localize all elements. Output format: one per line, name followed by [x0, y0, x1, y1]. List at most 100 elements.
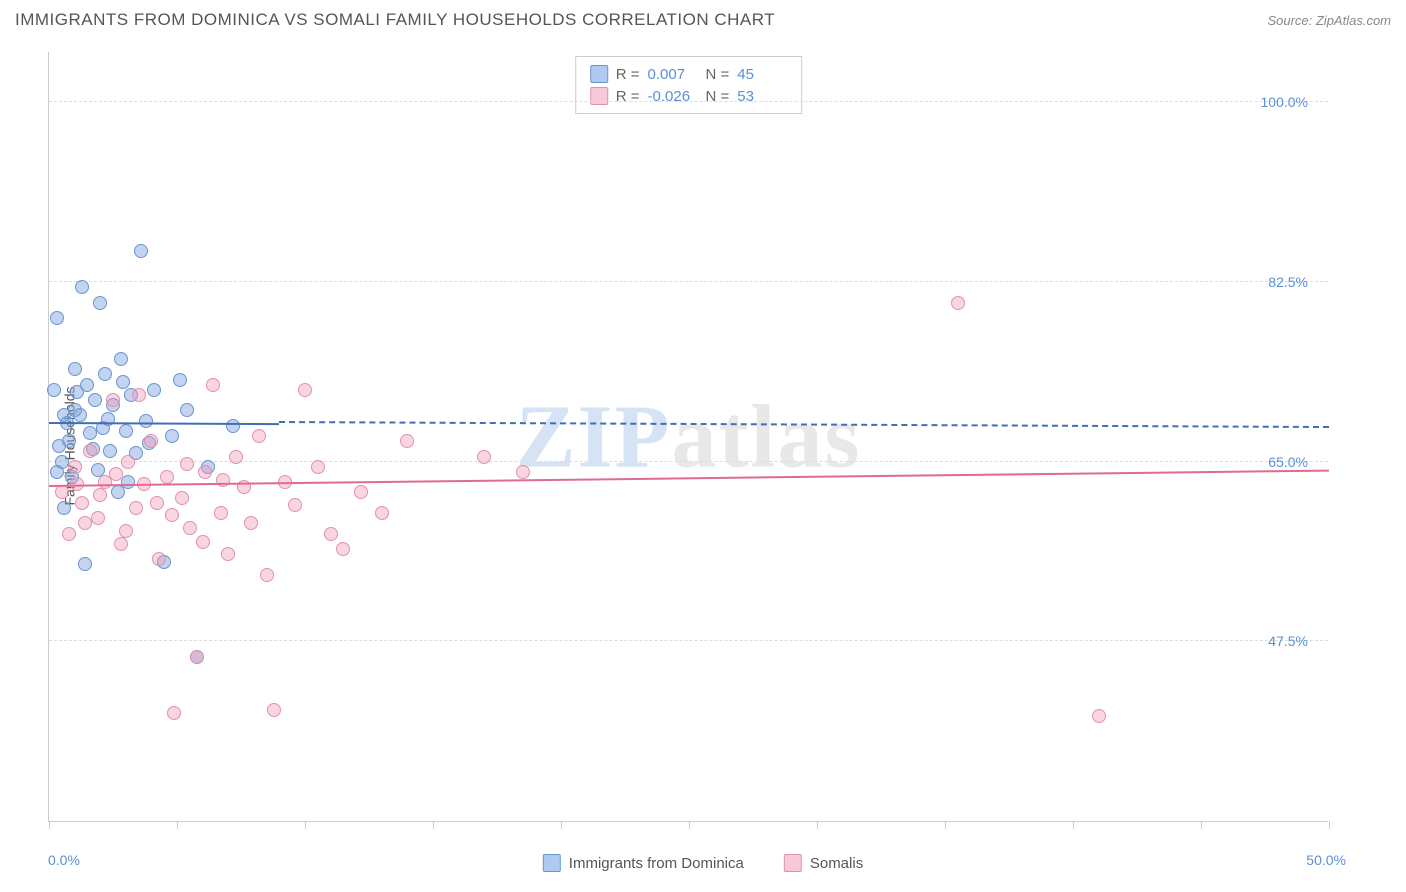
point-dominica	[78, 557, 92, 571]
point-dominica	[226, 419, 240, 433]
point-somali	[78, 516, 92, 530]
stats-row-1: R = 0.007 N = 45	[590, 63, 788, 85]
point-somali	[311, 460, 325, 474]
point-somali	[951, 296, 965, 310]
point-somali	[214, 506, 228, 520]
point-somali	[196, 535, 210, 549]
point-somali	[190, 650, 204, 664]
point-dominica	[52, 439, 66, 453]
point-somali	[198, 465, 212, 479]
point-dominica	[134, 244, 148, 258]
point-dominica	[147, 383, 161, 397]
point-somali	[324, 527, 338, 541]
point-somali	[354, 485, 368, 499]
point-dominica	[173, 373, 187, 387]
point-somali	[55, 485, 69, 499]
point-dominica	[57, 408, 71, 422]
legend-swatch-1	[543, 854, 561, 872]
x-tick	[817, 821, 818, 829]
y-tick-label: 100.0%	[1261, 94, 1308, 110]
point-somali	[106, 393, 120, 407]
point-dominica	[75, 280, 89, 294]
y-tick-label: 82.5%	[1268, 274, 1308, 290]
point-somali	[267, 703, 281, 717]
gridline-h	[49, 640, 1328, 641]
x-tick	[945, 821, 946, 829]
x-tick	[689, 821, 690, 829]
point-dominica	[165, 429, 179, 443]
x-tick	[1201, 821, 1202, 829]
x-tick	[433, 821, 434, 829]
point-somali	[206, 378, 220, 392]
point-dominica	[180, 403, 194, 417]
point-somali	[62, 527, 76, 541]
point-somali	[132, 388, 146, 402]
point-dominica	[93, 296, 107, 310]
stats-row-2: R = -0.026 N = 53	[590, 85, 788, 107]
r-value-1: 0.007	[648, 66, 698, 83]
point-somali	[152, 552, 166, 566]
point-somali	[167, 706, 181, 720]
point-somali	[129, 501, 143, 515]
legend-item-1: Immigrants from Dominica	[543, 854, 744, 872]
point-somali	[121, 455, 135, 469]
point-dominica	[57, 501, 71, 515]
point-somali	[477, 450, 491, 464]
point-dominica	[50, 465, 64, 479]
point-somali	[260, 568, 274, 582]
watermark-zip: ZIP	[515, 387, 671, 486]
point-somali	[1092, 709, 1106, 723]
point-somali	[83, 444, 97, 458]
x-tick	[49, 821, 50, 829]
y-tick-label: 47.5%	[1268, 633, 1308, 649]
point-somali	[288, 498, 302, 512]
point-somali	[93, 488, 107, 502]
swatch-series-1	[590, 65, 608, 83]
y-tick-label: 65.0%	[1268, 454, 1308, 470]
point-somali	[216, 473, 230, 487]
point-dominica	[98, 367, 112, 381]
point-dominica	[88, 393, 102, 407]
title-bar: IMMIGRANTS FROM DOMINICA VS SOMALI FAMIL…	[15, 10, 1391, 30]
point-somali	[109, 467, 123, 481]
x-tick	[1329, 821, 1330, 829]
plot-area: ZIPatlas R = 0.007 N = 45 R = -0.026 N =…	[48, 52, 1328, 822]
watermark: ZIPatlas	[515, 385, 861, 488]
point-somali	[119, 524, 133, 538]
point-somali	[150, 496, 164, 510]
gridline-h	[49, 281, 1328, 282]
legend-label-1: Immigrants from Dominica	[569, 855, 744, 872]
point-dominica	[119, 424, 133, 438]
point-somali	[252, 429, 266, 443]
point-dominica	[50, 311, 64, 325]
point-dominica	[114, 352, 128, 366]
legend-swatch-2	[784, 854, 802, 872]
point-somali	[298, 383, 312, 397]
r-label-1: R =	[616, 66, 640, 83]
point-somali	[229, 450, 243, 464]
point-somali	[375, 506, 389, 520]
trend-line	[279, 421, 1329, 428]
point-dominica	[103, 444, 117, 458]
point-dominica	[73, 408, 87, 422]
x-tick	[1073, 821, 1074, 829]
point-somali	[75, 496, 89, 510]
point-somali	[144, 434, 158, 448]
point-somali	[180, 457, 194, 471]
point-somali	[160, 470, 174, 484]
x-tick	[305, 821, 306, 829]
point-somali	[165, 508, 179, 522]
x-tick	[561, 821, 562, 829]
gridline-h	[49, 101, 1328, 102]
point-somali	[175, 491, 189, 505]
stats-box: R = 0.007 N = 45 R = -0.026 N = 53	[575, 56, 803, 114]
point-somali	[400, 434, 414, 448]
legend-item-2: Somalis	[784, 854, 863, 872]
chart-container: IMMIGRANTS FROM DOMINICA VS SOMALI FAMIL…	[0, 0, 1406, 892]
point-somali	[91, 511, 105, 525]
trend-line	[49, 422, 279, 425]
point-dominica	[70, 385, 84, 399]
point-dominica	[139, 414, 153, 428]
point-somali	[183, 521, 197, 535]
watermark-atlas: atlas	[672, 387, 862, 486]
